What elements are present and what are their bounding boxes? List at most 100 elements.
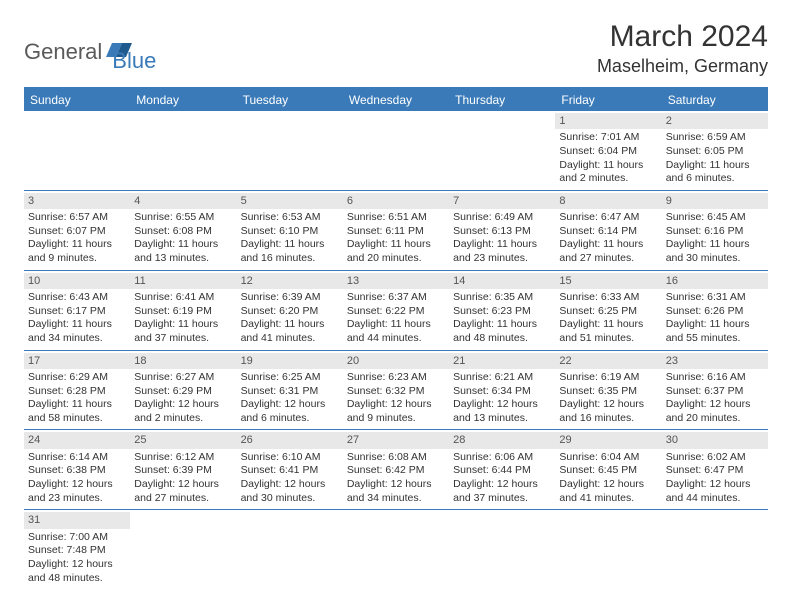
day-info-line: Sunrise: 6:10 AM <box>241 451 339 465</box>
day-number: 10 <box>24 273 130 289</box>
day-info-line: Sunrise: 6:51 AM <box>347 211 445 225</box>
day-info-line: Daylight: 11 hours <box>241 318 339 332</box>
day-cell: 19Sunrise: 6:25 AMSunset: 6:31 PMDayligh… <box>237 351 343 430</box>
day-info-line: and 6 minutes. <box>666 172 764 186</box>
day-info-line: Sunset: 6:47 PM <box>666 464 764 478</box>
day-info-line: Sunrise: 6:49 AM <box>453 211 551 225</box>
day-cell: 22Sunrise: 6:19 AMSunset: 6:35 PMDayligh… <box>555 351 661 430</box>
day-number: 9 <box>662 193 768 209</box>
day-info-line: Sunset: 7:48 PM <box>28 544 126 558</box>
day-info-line: Sunrise: 6:25 AM <box>241 371 339 385</box>
day-info-line: Daylight: 11 hours <box>559 238 657 252</box>
day-info-line: Sunrise: 6:55 AM <box>134 211 232 225</box>
day-number: 11 <box>130 273 236 289</box>
day-info-line: and 48 minutes. <box>453 332 551 346</box>
weekday-header: Sunday <box>24 89 130 111</box>
day-info-line: Sunrise: 6:27 AM <box>134 371 232 385</box>
day-number: 16 <box>662 273 768 289</box>
day-number: 21 <box>449 353 555 369</box>
day-number: 18 <box>130 353 236 369</box>
day-number: 4 <box>130 193 236 209</box>
day-number: 24 <box>24 432 130 448</box>
day-cell <box>130 510 236 589</box>
day-cell <box>343 510 449 589</box>
day-number: 12 <box>237 273 343 289</box>
header: General Blue March 2024 Maselheim, Germa… <box>24 20 768 77</box>
weekday-header: Thursday <box>449 89 555 111</box>
day-info-line: Sunrise: 7:00 AM <box>28 531 126 545</box>
day-info-line: and 16 minutes. <box>241 252 339 266</box>
day-cell: 31Sunrise: 7:00 AMSunset: 7:48 PMDayligh… <box>24 510 130 589</box>
day-number: 27 <box>343 432 449 448</box>
location: Maselheim, Germany <box>597 56 768 77</box>
day-cell: 8Sunrise: 6:47 AMSunset: 6:14 PMDaylight… <box>555 191 661 270</box>
week-row: 31Sunrise: 7:00 AMSunset: 7:48 PMDayligh… <box>24 510 768 589</box>
day-info-line: and 55 minutes. <box>666 332 764 346</box>
day-info-line: and 9 minutes. <box>28 252 126 266</box>
weeks-container: 1Sunrise: 7:01 AMSunset: 6:04 PMDaylight… <box>24 111 768 589</box>
day-cell <box>662 510 768 589</box>
day-info-line: and 44 minutes. <box>347 332 445 346</box>
day-cell <box>449 111 555 190</box>
day-info-line: Sunset: 6:34 PM <box>453 385 551 399</box>
day-info-line: and 6 minutes. <box>241 412 339 426</box>
day-number: 26 <box>237 432 343 448</box>
day-info-line: Daylight: 11 hours <box>28 398 126 412</box>
day-info-line: Daylight: 11 hours <box>666 238 764 252</box>
day-info-line: Sunset: 6:29 PM <box>134 385 232 399</box>
day-info-line: and 2 minutes. <box>559 172 657 186</box>
day-info-line: Daylight: 11 hours <box>559 318 657 332</box>
day-info-line: Sunrise: 6:57 AM <box>28 211 126 225</box>
logo-text-blue: Blue <box>112 48 156 74</box>
day-info-line: Sunrise: 6:53 AM <box>241 211 339 225</box>
day-info-line: Sunrise: 6:19 AM <box>559 371 657 385</box>
day-info-line: Sunset: 6:04 PM <box>559 145 657 159</box>
weekday-header: Saturday <box>662 89 768 111</box>
day-number: 30 <box>662 432 768 448</box>
weekday-header-row: SundayMondayTuesdayWednesdayThursdayFrid… <box>24 89 768 111</box>
day-number: 13 <box>343 273 449 289</box>
day-info-line: Sunset: 6:32 PM <box>347 385 445 399</box>
day-info-line: and 2 minutes. <box>134 412 232 426</box>
day-cell: 10Sunrise: 6:43 AMSunset: 6:17 PMDayligh… <box>24 271 130 350</box>
day-info-line: Sunrise: 6:37 AM <box>347 291 445 305</box>
day-info-line: Sunset: 6:28 PM <box>28 385 126 399</box>
title-block: March 2024 Maselheim, Germany <box>597 20 768 77</box>
day-info-line: Sunrise: 6:29 AM <box>28 371 126 385</box>
day-number: 17 <box>24 353 130 369</box>
day-cell <box>130 111 236 190</box>
day-cell: 15Sunrise: 6:33 AMSunset: 6:25 PMDayligh… <box>555 271 661 350</box>
day-info-line: Sunset: 6:25 PM <box>559 305 657 319</box>
day-info-line: and 20 minutes. <box>347 252 445 266</box>
day-info-line: Daylight: 12 hours <box>134 478 232 492</box>
day-cell: 30Sunrise: 6:02 AMSunset: 6:47 PMDayligh… <box>662 430 768 509</box>
day-info-line: Sunset: 6:08 PM <box>134 225 232 239</box>
day-info-line: and 23 minutes. <box>453 252 551 266</box>
logo: General Blue <box>24 30 156 74</box>
day-info-line: Daylight: 11 hours <box>453 318 551 332</box>
day-info-line: Daylight: 11 hours <box>559 159 657 173</box>
day-info-line: Sunrise: 6:23 AM <box>347 371 445 385</box>
day-cell: 11Sunrise: 6:41 AMSunset: 6:19 PMDayligh… <box>130 271 236 350</box>
day-info-line: and 30 minutes. <box>241 492 339 506</box>
day-cell: 28Sunrise: 6:06 AMSunset: 6:44 PMDayligh… <box>449 430 555 509</box>
day-info-line: Daylight: 12 hours <box>559 478 657 492</box>
day-number: 3 <box>24 193 130 209</box>
day-info-line: Sunrise: 6:59 AM <box>666 131 764 145</box>
day-info-line: Sunrise: 6:04 AM <box>559 451 657 465</box>
day-info-line: Sunset: 6:31 PM <box>241 385 339 399</box>
day-cell: 16Sunrise: 6:31 AMSunset: 6:26 PMDayligh… <box>662 271 768 350</box>
weekday-header: Tuesday <box>237 89 343 111</box>
day-info-line: Daylight: 11 hours <box>28 238 126 252</box>
day-cell <box>24 111 130 190</box>
day-cell: 18Sunrise: 6:27 AMSunset: 6:29 PMDayligh… <box>130 351 236 430</box>
day-number: 31 <box>24 512 130 528</box>
day-info-line: and 41 minutes. <box>559 492 657 506</box>
day-info-line: Daylight: 11 hours <box>134 238 232 252</box>
day-info-line: Sunrise: 6:35 AM <box>453 291 551 305</box>
day-info-line: Sunrise: 6:08 AM <box>347 451 445 465</box>
day-number: 8 <box>555 193 661 209</box>
day-cell: 12Sunrise: 6:39 AMSunset: 6:20 PMDayligh… <box>237 271 343 350</box>
day-info-line: Daylight: 12 hours <box>453 398 551 412</box>
day-cell: 3Sunrise: 6:57 AMSunset: 6:07 PMDaylight… <box>24 191 130 270</box>
